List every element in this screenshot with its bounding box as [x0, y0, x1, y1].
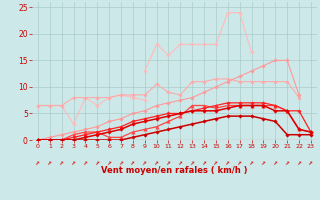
- Text: →: →: [296, 159, 302, 166]
- Text: →: →: [82, 159, 89, 166]
- Text: →: →: [153, 159, 160, 166]
- Text: →: →: [272, 159, 279, 166]
- Text: →: →: [236, 159, 243, 166]
- Text: →: →: [106, 159, 113, 166]
- Text: →: →: [141, 159, 148, 166]
- Text: →: →: [224, 159, 231, 166]
- Text: →: →: [201, 159, 207, 166]
- Text: →: →: [308, 159, 314, 166]
- Text: →: →: [189, 159, 196, 166]
- Text: →: →: [177, 159, 184, 166]
- Text: →: →: [46, 159, 53, 166]
- Text: →: →: [248, 159, 255, 166]
- Text: →: →: [130, 159, 136, 166]
- Text: →: →: [35, 159, 41, 166]
- Text: →: →: [284, 159, 291, 166]
- Text: →: →: [70, 159, 77, 166]
- Text: →: →: [117, 159, 124, 166]
- Text: →: →: [94, 159, 101, 166]
- Text: →: →: [165, 159, 172, 166]
- Text: →: →: [212, 159, 219, 166]
- X-axis label: Vent moyen/en rafales ( km/h ): Vent moyen/en rafales ( km/h ): [101, 166, 248, 175]
- Text: →: →: [260, 159, 267, 166]
- Text: →: →: [58, 159, 65, 166]
